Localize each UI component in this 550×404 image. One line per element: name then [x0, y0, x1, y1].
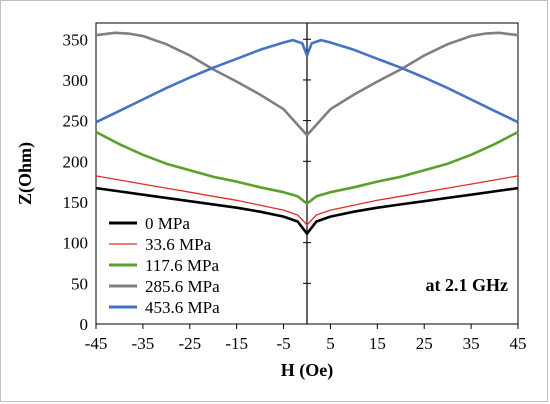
- series-lines: [95, 31, 519, 235]
- series-line: [95, 31, 519, 137]
- x-tick-label: -45: [85, 334, 108, 353]
- y-tick-label: 250: [63, 112, 89, 131]
- legend-label: 453.6 MPa: [145, 298, 220, 317]
- legend-label: 117.6 MPa: [145, 256, 219, 275]
- y-axis-title: Z(Ohm): [15, 142, 36, 205]
- x-tick-label: -5: [276, 334, 290, 353]
- series-line: [95, 186, 519, 235]
- tick-labels: 0 50 100 150 200 250 300 350 -45 -35 -25 -15 -5 5 15 25…: [63, 30, 527, 353]
- legend-label: 0 MPa: [145, 214, 190, 233]
- y-tick-label: 50: [71, 274, 88, 293]
- y-tick-label: 300: [63, 71, 89, 90]
- x-tick-label: 15: [369, 334, 386, 353]
- series-line: [95, 130, 519, 205]
- legend: 0 MPa 33.6 MPa 117.6 MPa 285.6 MPa 453.6 MPa: [109, 214, 220, 317]
- frequency-annotation: at 2.1 GHz: [426, 275, 509, 295]
- series-line: [95, 38, 519, 124]
- y-tick-label: 150: [63, 193, 89, 212]
- legend-label: 33.6 MPa: [145, 235, 212, 254]
- axes: [95, 22, 519, 329]
- x-axis-title: H (Oe): [281, 360, 333, 381]
- y-tick-label: 0: [80, 315, 89, 334]
- x-tick-label: -35: [132, 334, 155, 353]
- legend-label: 285.6 MPa: [145, 277, 220, 296]
- x-tick-label: -15: [225, 334, 248, 353]
- x-tick-label: 45: [510, 334, 527, 353]
- y-tick-label: 100: [63, 234, 89, 253]
- x-tick-label: 5: [326, 334, 335, 353]
- x-tick-label: -25: [178, 334, 201, 353]
- x-tick-label: 35: [463, 334, 480, 353]
- x-tick-label: 25: [416, 334, 433, 353]
- y-tick-label: 200: [63, 152, 89, 171]
- y-tick-label: 350: [63, 30, 89, 49]
- series-line: [95, 175, 519, 226]
